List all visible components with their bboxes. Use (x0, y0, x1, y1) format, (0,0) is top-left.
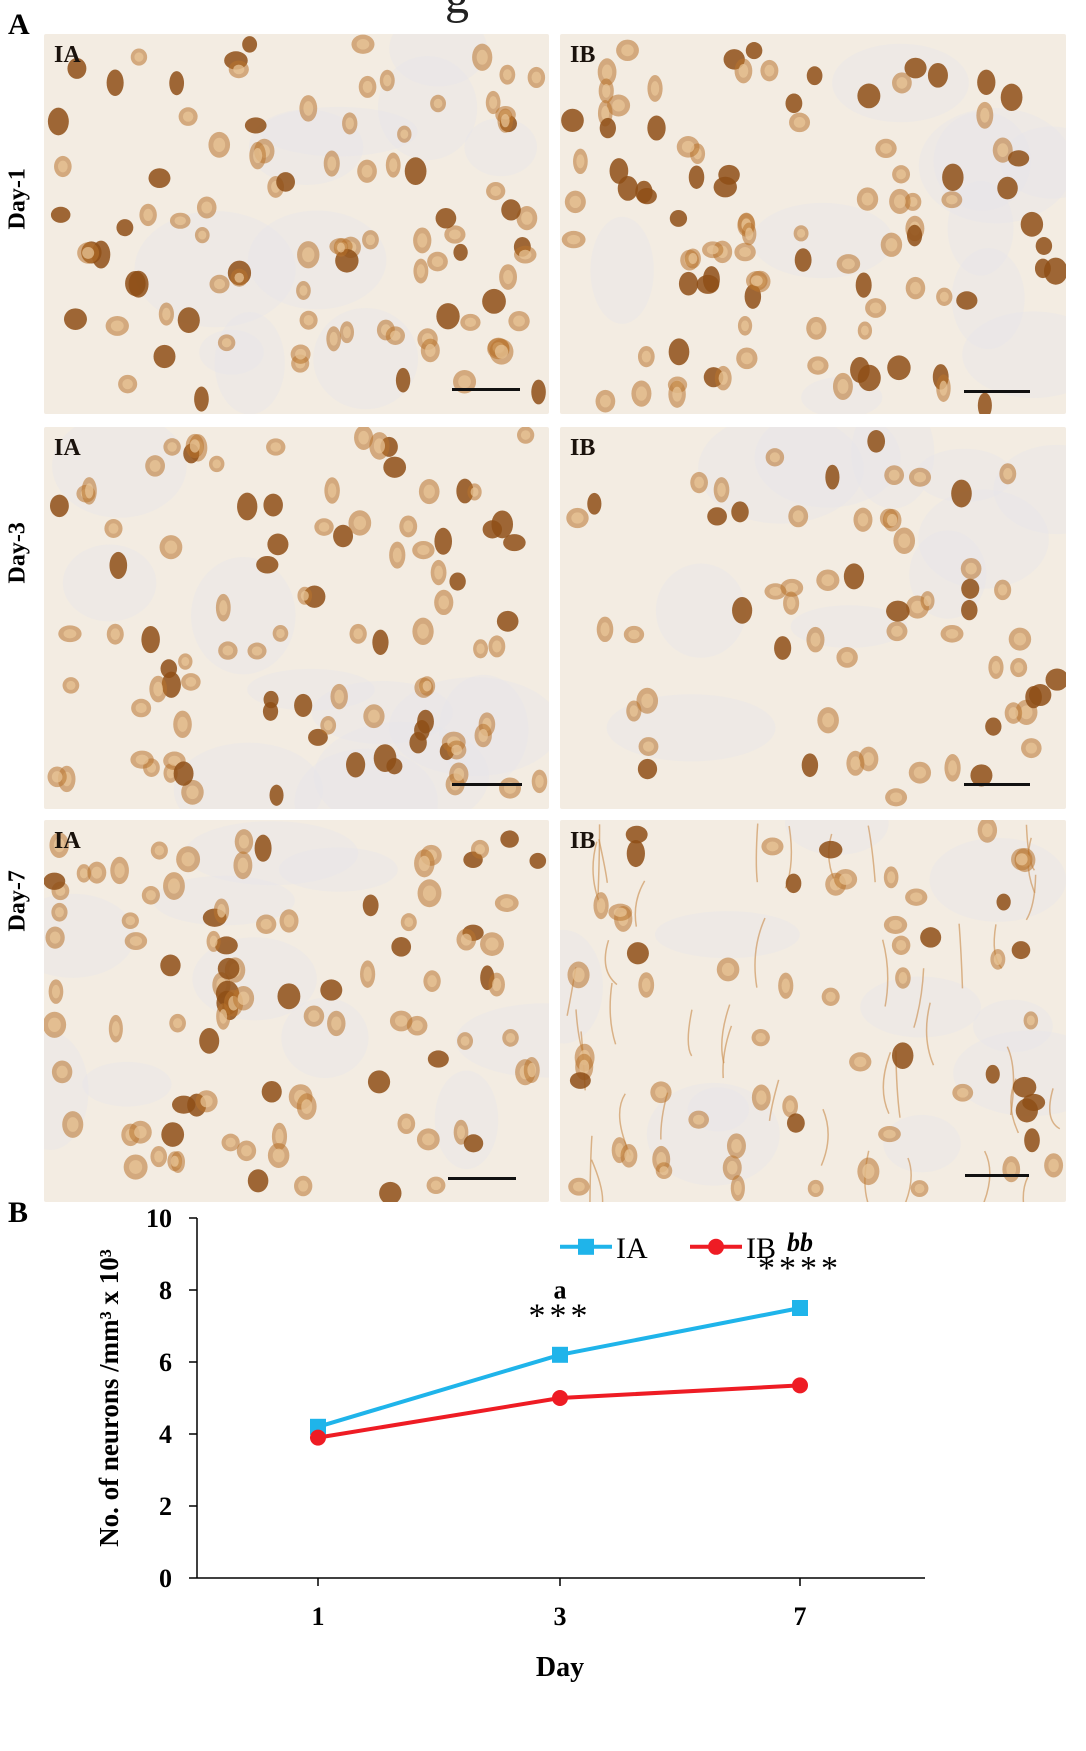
row-label-day-7: Day-7 (4, 870, 31, 932)
scale-bar (965, 1174, 1029, 1177)
micrograph-day1-ia: IA (44, 34, 549, 414)
scale-bar (964, 390, 1030, 393)
micrograph-day3-ib: IB (560, 427, 1066, 809)
data-point-ia (552, 1346, 568, 1363)
micrograph-tag: IA (54, 42, 81, 68)
micrograph-day3-ib-image (560, 427, 1066, 809)
data-point-ib (792, 1377, 808, 1394)
micrograph-tag: IA (54, 435, 81, 461)
y-tick-label: 6 (159, 1348, 172, 1377)
data-point-ib (310, 1429, 326, 1446)
top-cutoff-glyph: g (445, 0, 469, 25)
micrograph-day7-ia-image (44, 820, 549, 1202)
legend-marker (578, 1238, 594, 1255)
micrograph-day1-ib-image (560, 34, 1066, 414)
neuron-count-chart: 0 2 4 6 8 10 1 3 7 Day No. of neurons /mm³ x 10³ IA… (0, 1204, 1086, 1746)
y-tick-label: 2 (159, 1492, 172, 1521)
x-axis-label: Day (536, 1652, 584, 1683)
scale-bar (452, 388, 520, 391)
micrograph-tag: IB (570, 435, 596, 461)
micrograph-day1-ib: IB (560, 34, 1066, 414)
x-tick-label: 1 (312, 1602, 325, 1631)
scale-bar (448, 1177, 516, 1180)
y-tick-label: 8 (159, 1276, 172, 1305)
micrograph-day7-ib: IB (560, 820, 1066, 1202)
micrograph-day3-ia: IA (44, 427, 549, 809)
y-axis-label: No. of neurons /mm³ x 10³ (94, 1249, 124, 1547)
legend-label: IA (616, 1232, 648, 1265)
micrograph-day7-ib-image (560, 820, 1066, 1202)
micrograph-tag: IA (54, 828, 81, 854)
legend-label: IB (746, 1232, 776, 1265)
significance-letter: a (554, 1275, 567, 1304)
y-tick-label: 0 (159, 1564, 172, 1593)
panel-a-letter: A (8, 8, 30, 41)
micrograph-tag: IB (570, 828, 596, 854)
legend-marker (708, 1238, 724, 1255)
significance-letter: bb (787, 1228, 813, 1257)
significance-stars: **** (758, 1250, 842, 1287)
row-label-day-3: Day-3 (4, 522, 31, 584)
x-tick-label: 3 (554, 1602, 567, 1631)
scale-bar (964, 783, 1030, 786)
data-point-ia (792, 1300, 808, 1316)
micrograph-day7-ia: IA (44, 820, 549, 1202)
y-tick-label: 10 (146, 1205, 172, 1233)
row-label-day-1: Day-1 (4, 168, 31, 230)
micrograph-day3-ia-image (44, 427, 549, 809)
micrograph-day1-ia-image (44, 34, 549, 414)
scale-bar (452, 783, 522, 786)
significance-stars: *** (529, 1297, 592, 1334)
x-tick-label: 7 (794, 1602, 807, 1631)
data-point-ib (552, 1390, 568, 1406)
chart-svg: 0 2 4 6 8 10 1 3 7 Day No. of neurons /mm³ x 10³ IA… (94, 1204, 925, 1683)
y-tick-label: 4 (159, 1420, 172, 1449)
panel-b-letter: B (8, 1196, 29, 1229)
micrograph-tag: IB (570, 42, 596, 68)
